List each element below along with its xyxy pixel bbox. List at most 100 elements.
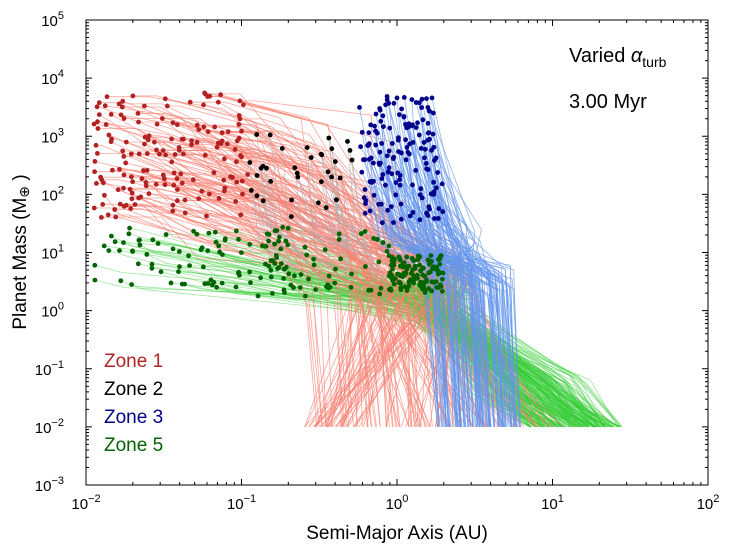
zone5-point (434, 284, 439, 290)
zone5-point (388, 272, 393, 278)
zone5-track (219, 251, 575, 428)
zone3-point (387, 125, 393, 131)
zone3-point (435, 216, 441, 221)
zone1-point (190, 177, 196, 183)
zone5-point (396, 254, 402, 260)
zone2-point (247, 160, 253, 165)
zone5-point (248, 280, 253, 285)
zone2-track (336, 199, 386, 279)
zone1-track (220, 94, 327, 427)
zone2-point (349, 157, 355, 163)
zone1-track (167, 105, 399, 428)
zone1-point (108, 112, 114, 117)
zone1-point (216, 196, 222, 201)
zone5-point (285, 225, 291, 231)
zone1-track (207, 96, 376, 427)
zone1-point (237, 98, 243, 104)
zone3-track (370, 124, 471, 427)
zone2-track (294, 167, 368, 255)
zone1-point (211, 170, 217, 176)
zone3-point (389, 171, 395, 177)
zone1-point (154, 121, 160, 127)
zone5-point (264, 231, 270, 237)
zone5-point (297, 285, 303, 290)
zone2-track (256, 195, 274, 280)
zone1-point (202, 91, 208, 97)
zone2-point (248, 188, 254, 193)
zone5-point (272, 241, 277, 247)
zone5-point (213, 239, 219, 245)
zone1-point (162, 96, 168, 102)
zone1-track (138, 113, 422, 428)
zone1-point (91, 205, 97, 211)
zone1-point (152, 139, 157, 145)
zone5-point (101, 243, 107, 249)
zone1-track (105, 105, 333, 427)
zone5-point (268, 267, 274, 273)
zone5-point (438, 284, 444, 289)
zone1-track (122, 150, 474, 428)
zone2-track (266, 168, 302, 277)
zone1-point (207, 191, 212, 197)
zone1-point (121, 185, 126, 191)
zone1-track (96, 144, 419, 427)
zone3-point (369, 180, 374, 185)
y-tick-label: 104 (41, 68, 64, 88)
zone3-point (362, 187, 368, 192)
zone1-point (174, 122, 180, 128)
zone2-track (351, 159, 376, 274)
zone3-point (397, 173, 403, 178)
zone5-point (149, 265, 155, 271)
zone3-point (406, 124, 411, 130)
zone5-point (233, 284, 239, 290)
zone5-point (170, 246, 176, 252)
zone1-point (236, 122, 242, 127)
zone5-point (112, 239, 118, 245)
zone2-track (269, 134, 304, 262)
zone1-track (102, 204, 489, 428)
zone1-point (169, 136, 175, 142)
zone5-point (371, 236, 377, 241)
zone3-point (427, 108, 432, 114)
zone5-point (417, 262, 422, 268)
zone3-track (434, 218, 481, 427)
zone3-point (357, 105, 362, 110)
zone1-point (99, 215, 104, 220)
zone5-point (155, 241, 161, 246)
zone2-point (337, 175, 343, 181)
zone5-point (186, 253, 192, 259)
zone1-track (224, 158, 391, 428)
zone5-point (325, 282, 330, 288)
zone3-point (422, 155, 427, 161)
zone3-point (380, 172, 386, 177)
zone5-point (150, 237, 156, 243)
zone3-track (386, 96, 495, 427)
zone1-point (205, 129, 211, 135)
zone5-point (388, 286, 394, 292)
zone1-point (189, 142, 194, 148)
zone5-point (425, 257, 431, 263)
zone1-point (170, 120, 176, 126)
zone3-point (425, 105, 431, 110)
zone3-point (391, 220, 396, 225)
zone2-point (319, 179, 324, 185)
zone3-track (400, 152, 517, 427)
zone5-point (322, 247, 328, 253)
zone1-point (171, 182, 177, 188)
zone1-point (202, 152, 208, 158)
zone1-point (136, 151, 142, 157)
zone5-point (176, 249, 182, 254)
zone1-point (239, 154, 245, 160)
zone5-point (298, 272, 304, 277)
zone5-point (176, 269, 181, 275)
zone1-point (159, 116, 165, 121)
zone5-point (117, 248, 122, 254)
y-tick-label: 100 (41, 301, 64, 321)
zone1-point (94, 104, 100, 110)
zone5-point (268, 274, 274, 280)
zone1-point (145, 137, 151, 143)
zone1-point (175, 187, 180, 193)
zone3-point (366, 156, 372, 162)
zone3-point (424, 96, 429, 101)
zone5-point (281, 276, 286, 281)
